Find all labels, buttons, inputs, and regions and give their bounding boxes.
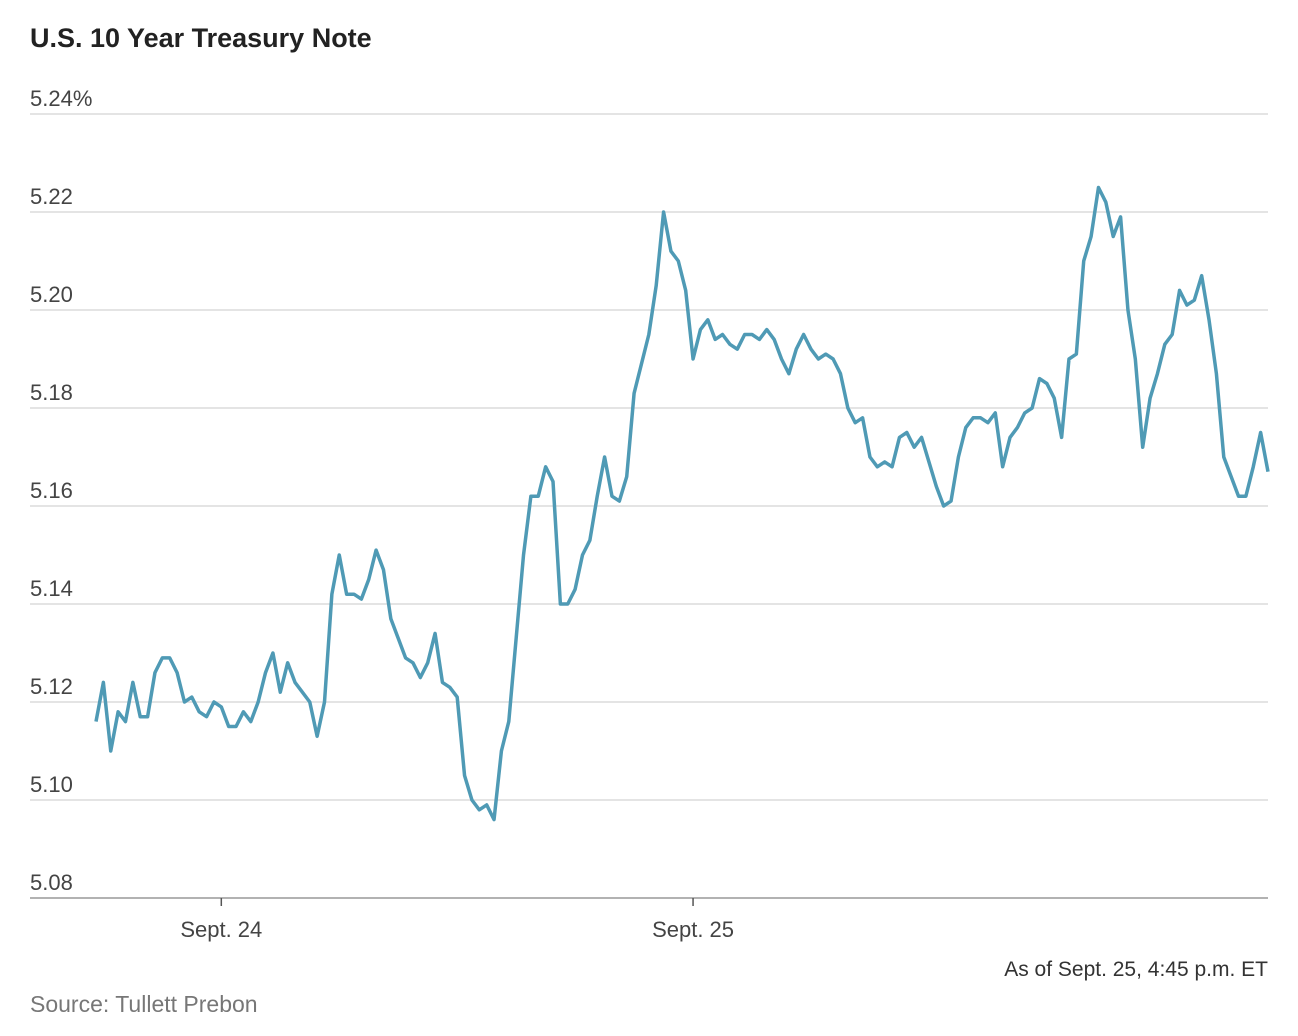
y-tick-label: 5.22 bbox=[30, 184, 73, 209]
x-tick-label: Sept. 24 bbox=[180, 917, 262, 942]
chart-note: As of Sept. 25, 4:45 p.m. ET bbox=[1004, 958, 1268, 981]
chart-title: U.S. 10 Year Treasury Note bbox=[30, 23, 372, 53]
y-tick-label: 5.24% bbox=[30, 86, 92, 111]
y-tick-label: 5.12 bbox=[30, 674, 73, 699]
price-line bbox=[94, 185, 1270, 822]
y-tick-label: 5.18 bbox=[30, 380, 73, 405]
y-tick-label: 5.20 bbox=[30, 282, 73, 307]
y-tick-label: 5.08 bbox=[30, 870, 73, 895]
x-tick-label: Sept. 25 bbox=[652, 917, 734, 942]
y-tick-label: 5.10 bbox=[30, 772, 73, 797]
chart-source: Source: Tullett Prebon bbox=[30, 991, 258, 1017]
y-tick-label: 5.14 bbox=[30, 576, 73, 601]
y-tick-label: 5.16 bbox=[30, 478, 73, 503]
